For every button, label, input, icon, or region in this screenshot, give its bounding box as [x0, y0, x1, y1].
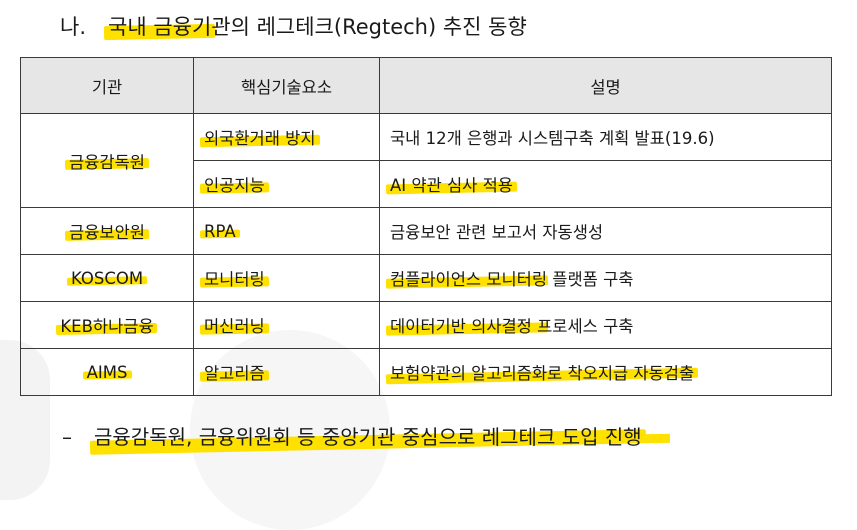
- description-cell: AI 약관 심사 적용: [379, 160, 832, 208]
- tech-name: 외국환거래 방지: [204, 125, 316, 149]
- agency-cell: 금융보안원: [20, 207, 194, 255]
- heading-highlighted-text: 국내 금융기: [108, 10, 211, 44]
- tech-cell: RPA: [193, 207, 380, 255]
- tech-cell: 모니터링: [193, 254, 380, 302]
- agency-cell: 금융감독원: [20, 113, 194, 208]
- tech-name: RPA: [204, 221, 236, 241]
- description-text: 컴플라이언스 모니터링 플랫폼 구축: [390, 266, 633, 290]
- bullet-dash: –: [62, 425, 72, 449]
- summary-line: – 금융감독원, 금융위원회 등 중앙기관 중심으로 레그테크 도입 진행: [62, 420, 670, 454]
- table-row: 인공지능 AI 약관 심사 적용: [21, 160, 832, 208]
- tech-cell: 알고리즘: [193, 348, 380, 396]
- description-text: AI 약관 심사 적용: [390, 172, 513, 196]
- table-row: 금융감독원 외국환거래 방지 국내 12개 은행과 시스템구축 계획 발표(19…: [20, 113, 832, 208]
- header-agency: 기관: [20, 57, 194, 114]
- header-tech: 핵심기술요소: [193, 57, 380, 114]
- agency-cell: AIMS: [20, 348, 194, 396]
- heading-text: 관의 레그테크(Regtech) 추진 동향: [211, 15, 527, 39]
- tech-cell: 외국환거래 방지: [193, 113, 380, 161]
- agency-name: 금융감독원: [69, 149, 145, 173]
- section-heading: 나. 국내 금융기관의 레그테크(Regtech) 추진 동향: [60, 10, 527, 44]
- tech-name: 인공지능: [204, 172, 265, 196]
- tech-name: 모니터링: [204, 266, 265, 290]
- table-row: AIMS 알고리즘 보험약관의 알고리즘화로 착오지급 자동검출: [20, 348, 832, 396]
- description-cell: 보험약관의 알고리즘화로 착오지급 자동검출: [379, 348, 832, 396]
- regtech-table: 기관 핵심기술요소 설명 금융감독원 외국환거래 방지 국내 12개 은행과 시…: [20, 57, 832, 396]
- description-cell: 데이터기반 의사결정 프로세스 구축: [379, 301, 832, 349]
- header-description: 설명: [379, 57, 832, 114]
- section-number: 나.: [60, 15, 86, 39]
- tech-name: 알고리즘: [204, 360, 265, 384]
- description-cell: 국내 12개 은행과 시스템구축 계획 발표(19.6): [379, 113, 832, 161]
- description-text: 보험약관의 알고리즘화로 착오지급 자동검출: [390, 360, 694, 384]
- table-header-row: 기관 핵심기술요소 설명: [20, 57, 832, 114]
- agency-name: AIMS: [86, 362, 128, 382]
- tech-cell: 머신러닝: [193, 301, 380, 349]
- agency-name: 금융보안원: [69, 219, 145, 243]
- table-row: KOSCOM 모니터링 컴플라이언스 모니터링 플랫폼 구축: [20, 254, 832, 302]
- agency-name: KEB하나금융: [60, 313, 153, 337]
- table-row: 금융보안원 RPA 금융보안 관련 보고서 자동생성: [20, 207, 832, 255]
- tech-cell: 인공지능: [193, 160, 380, 208]
- tech-name: 머신러닝: [204, 313, 265, 337]
- agency-cell: KOSCOM: [20, 254, 194, 302]
- table-row: KEB하나금융 머신러닝 데이터기반 의사결정 프로세스 구축: [20, 301, 832, 349]
- agency-cell: KEB하나금융: [20, 301, 194, 349]
- highlight-mark: [643, 433, 670, 444]
- agency-name: KOSCOM: [70, 268, 144, 288]
- description-cell: 컴플라이언스 모니터링 플랫폼 구축: [379, 254, 832, 302]
- summary-text: 금융감독원, 금융위원회 등 중앙기관 중심으로 레그테크 도입 진행: [94, 420, 642, 454]
- description-text: 데이터기반 의사결정 프로세스 구축: [390, 313, 633, 337]
- description-cell: 금융보안 관련 보고서 자동생성: [379, 207, 832, 255]
